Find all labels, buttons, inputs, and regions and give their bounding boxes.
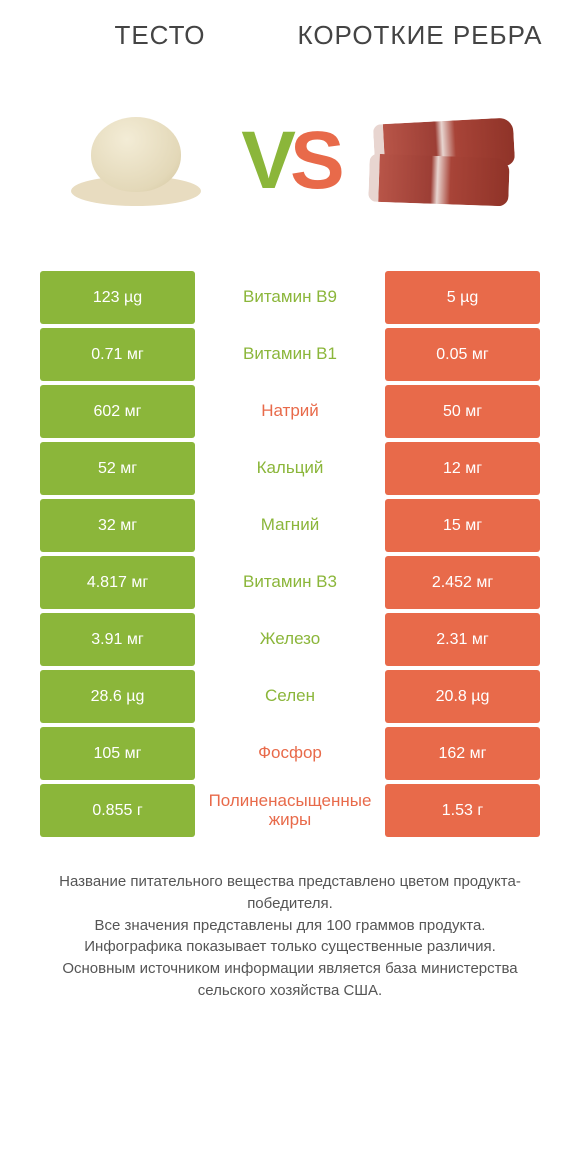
cell-nutrient-name: Магний: [199, 499, 381, 552]
table-row: 4.817 мгВитамин B32.452 мг: [40, 556, 540, 609]
vs-v: V: [241, 114, 290, 208]
cell-left-value: 52 мг: [40, 442, 195, 495]
cell-right-value: 50 мг: [385, 385, 540, 438]
meat-icon: [364, 106, 524, 216]
table-row: 105 мгФосфор162 мг: [40, 727, 540, 780]
footer-line-3: Инфографика показывает только существенн…: [40, 936, 540, 958]
cell-nutrient-name: Витамин B1: [199, 328, 381, 381]
cell-right-value: 162 мг: [385, 727, 540, 780]
table-row: 32 мгМагний15 мг: [40, 499, 540, 552]
table-row: 28.6 µgСелен20.8 µg: [40, 670, 540, 723]
cell-left-value: 32 мг: [40, 499, 195, 552]
cell-nutrient-name: Железо: [199, 613, 381, 666]
table-row: 3.91 мгЖелезо2.31 мг: [40, 613, 540, 666]
cell-left-value: 4.817 мг: [40, 556, 195, 609]
header-right: КОРОТКИЕ РЕБРА: [290, 20, 550, 51]
table-row: 602 мгНатрий50 мг: [40, 385, 540, 438]
cell-right-value: 2.31 мг: [385, 613, 540, 666]
cell-left-value: 28.6 µg: [40, 670, 195, 723]
cell-nutrient-name: Селен: [199, 670, 381, 723]
images-row: VS: [0, 61, 580, 271]
footer-line-2: Все значения представлены для 100 граммо…: [40, 915, 540, 937]
cell-right-value: 20.8 µg: [385, 670, 540, 723]
cell-left-value: 123 µg: [40, 271, 195, 324]
table-row: 0.855 гПолиненасыщенные жиры1.53 г: [40, 784, 540, 837]
cell-right-value: 5 µg: [385, 271, 540, 324]
image-left: [30, 106, 241, 216]
cell-nutrient-name: Витамин B9: [199, 271, 381, 324]
footer-line-4: Основным источником информации является …: [40, 958, 540, 1002]
table-row: 0.71 мгВитамин B10.05 мг: [40, 328, 540, 381]
headers-row: ТЕСТО КОРОТКИЕ РЕБРА: [0, 0, 580, 61]
table-row: 123 µgВитамин B95 µg: [40, 271, 540, 324]
cell-nutrient-name: Натрий: [199, 385, 381, 438]
cell-left-value: 3.91 мг: [40, 613, 195, 666]
cell-nutrient-name: Кальций: [199, 442, 381, 495]
cell-left-value: 0.71 мг: [40, 328, 195, 381]
cell-right-value: 1.53 г: [385, 784, 540, 837]
nutrition-table: 123 µgВитамин B95 µg0.71 мгВитамин B10.0…: [0, 271, 580, 837]
cell-left-value: 105 мг: [40, 727, 195, 780]
cell-right-value: 0.05 мг: [385, 328, 540, 381]
cell-nutrient-name: Фосфор: [199, 727, 381, 780]
table-row: 52 мгКальций12 мг: [40, 442, 540, 495]
cell-right-value: 15 мг: [385, 499, 540, 552]
cell-right-value: 12 мг: [385, 442, 540, 495]
vs-label: VS: [241, 114, 338, 208]
header-left: ТЕСТО: [30, 20, 290, 51]
vs-s: S: [290, 114, 339, 208]
cell-left-value: 602 мг: [40, 385, 195, 438]
cell-left-value: 0.855 г: [40, 784, 195, 837]
cell-right-value: 2.452 мг: [385, 556, 540, 609]
dough-icon: [61, 106, 211, 216]
image-right: [339, 106, 550, 216]
cell-nutrient-name: Полиненасыщенные жиры: [199, 784, 381, 837]
footer-line-1: Название питательного вещества представл…: [40, 871, 540, 915]
footer-notes: Название питательного вещества представл…: [0, 841, 580, 1002]
cell-nutrient-name: Витамин B3: [199, 556, 381, 609]
